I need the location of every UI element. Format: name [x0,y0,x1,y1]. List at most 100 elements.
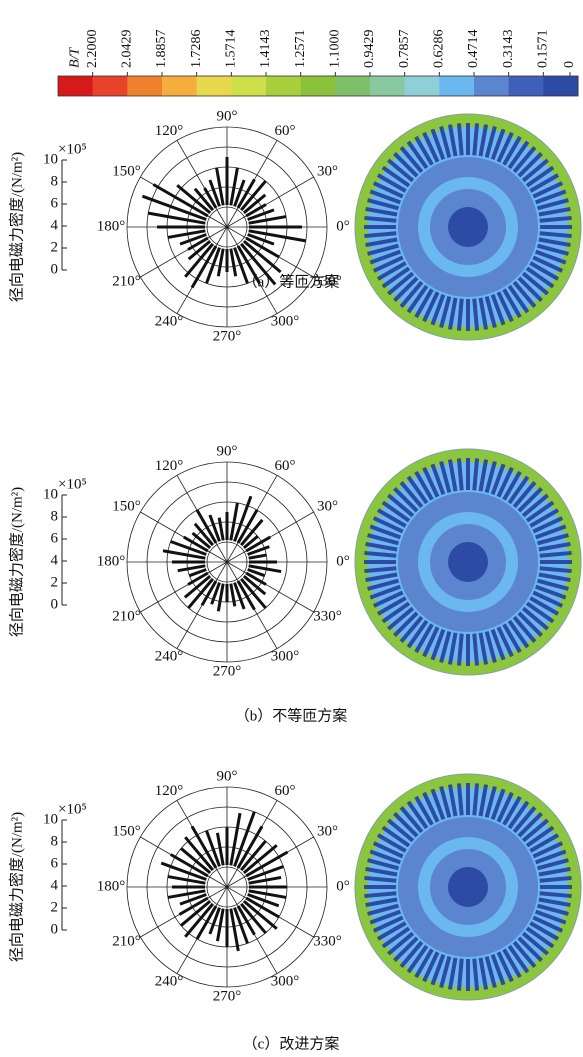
y-axis-label: 径向电磁力密度/(N/m²) [8,812,25,962]
colorbar-tick-label: 1.8857 [154,30,169,69]
colorbar-tick-label: 0.7857 [397,30,412,69]
angle-label: 330° [313,933,342,949]
slot [474,123,477,155]
colorbar-tick-label: 2.2000 [85,30,100,68]
slot [364,878,396,881]
colorbar-tick-label: 1.1000 [328,30,343,69]
slot [459,783,462,815]
slot [364,553,396,556]
colorbar-segment [127,76,162,96]
colorbar-tick-label: 2.0429 [120,29,135,68]
slot [540,568,572,571]
field-plot [355,774,581,1000]
force-spike [249,555,267,558]
angle-label: 30° [317,823,338,839]
slot [474,959,477,991]
y-tick-label: 10 [43,811,58,827]
angle-label: 120° [155,123,184,139]
caption: （a）等匝方案 [243,272,340,290]
shaft [448,542,488,582]
slot [540,218,572,221]
axis-scale: ×10⁵ [58,801,87,817]
caption: （c）改进方案 [243,1034,340,1052]
polar-chart: 0°30°60°90°120°150°180°210°240°270°300°3… [8,108,349,344]
axis-scale: ×10⁵ [58,141,87,157]
y-tick-label: 4 [51,552,59,568]
y-tick-label: 8 [51,173,59,189]
colorbar-segment [266,76,301,96]
y-tick-label: 2 [51,574,59,590]
angle-label: 150° [112,823,141,839]
polar-chart: 0°30°60°90°120°150°180°210°240°270°300°3… [8,768,349,1052]
slot [474,299,477,331]
angle-label: 60° [275,123,296,139]
colorbar-tick-label: 1.2571 [293,30,308,69]
angle-label: 60° [275,783,296,799]
y-tick-label: 8 [51,833,59,849]
colorbar-segment [162,76,197,96]
angle-label: 90° [217,768,238,784]
angle-label: 270° [213,328,242,344]
angle-label: 330° [313,608,342,624]
slot [459,299,462,331]
colorbar-tick-label: 0 [562,61,577,68]
y-tick-label: 6 [51,530,59,546]
angle-label: 0° [336,218,350,234]
colorbar-segment [58,76,93,96]
slot [474,458,477,490]
angle-label: 180° [97,218,126,234]
figure: B/T2.2000 2.0429 1.8857 1.7286 1.5714 1.4143 1… [0,0,583,1057]
y-tick-label: 4 [51,217,59,233]
y-tick-label: 0 [51,596,59,612]
angle-label: 240° [155,974,184,990]
colorbar-segment [197,76,232,96]
slot [459,959,462,991]
slot [474,783,477,815]
angle-label: 210° [112,273,141,289]
colorbar-tick-label: 0.3143 [501,30,516,68]
colorbar-tick-label: 1.7286 [189,30,204,69]
caption: （b）不等匝方案 [235,706,348,724]
colorbar-tick-label: 1.4143 [258,30,273,69]
y-tick-label: 6 [51,855,59,871]
angle-label: 240° [155,649,184,665]
angle-label: 300° [271,974,300,990]
angle-label: 0° [336,553,350,569]
colorbar-segment [301,76,336,96]
colorbar-segment [231,76,266,96]
force-spike [219,518,223,541]
angle-label: 240° [155,314,184,330]
colorbar-tick-label: 0.4714 [466,30,481,69]
y-tick-label: 0 [51,261,59,277]
angle-label: 300° [271,649,300,665]
colorbar-label: B/T [68,47,83,68]
angle-label: 270° [213,663,242,679]
slot [364,233,396,236]
angle-label: 0° [336,878,350,894]
angle-label: 60° [275,458,296,474]
colorbar-segment [439,76,474,96]
colorbar-tick-label: 0.1571 [536,30,551,69]
shaft [448,867,488,907]
angle-label: 120° [155,458,184,474]
y-axis-label: 径向电磁力密度/(N/m²) [8,152,25,302]
colorbar-segment [474,76,509,96]
slot [364,893,396,896]
angle-label: 30° [317,498,338,514]
colorbar-tick-label: 1.5714 [224,30,239,68]
y-tick-label: 6 [51,195,59,211]
slot [540,878,572,881]
colorbar-segment [405,76,440,96]
angle-label: 270° [213,988,242,1004]
angle-label: 210° [112,933,141,949]
slot [540,553,572,556]
slot [540,893,572,896]
y-tick-label: 8 [51,508,59,524]
slot [364,568,396,571]
force-spike [231,584,235,607]
angle-label: 30° [317,163,338,179]
colorbar-tick-label: 0.6286 [432,30,447,69]
angle-label: 120° [155,783,184,799]
axis-scale: ×10⁵ [58,476,87,492]
y-tick-label: 10 [43,486,58,502]
